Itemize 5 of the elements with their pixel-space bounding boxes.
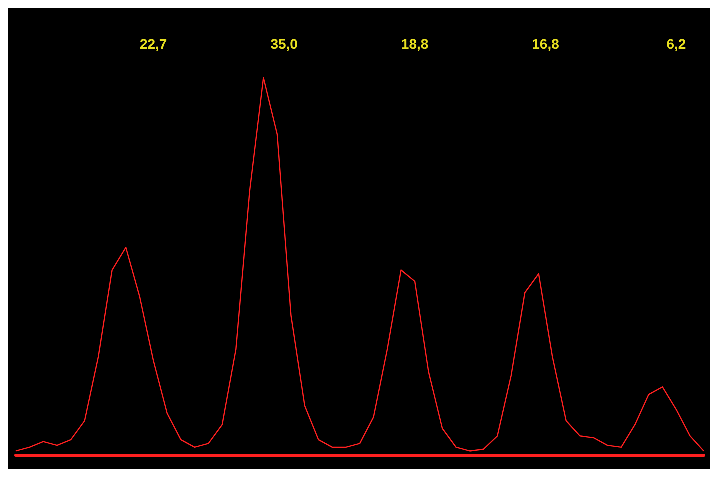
text: 16,8: [532, 36, 560, 52]
text: 18,8: [401, 36, 429, 52]
text: 22,7: [140, 36, 168, 52]
text: 6,2: [666, 36, 686, 52]
text: 35,0: [270, 36, 298, 52]
